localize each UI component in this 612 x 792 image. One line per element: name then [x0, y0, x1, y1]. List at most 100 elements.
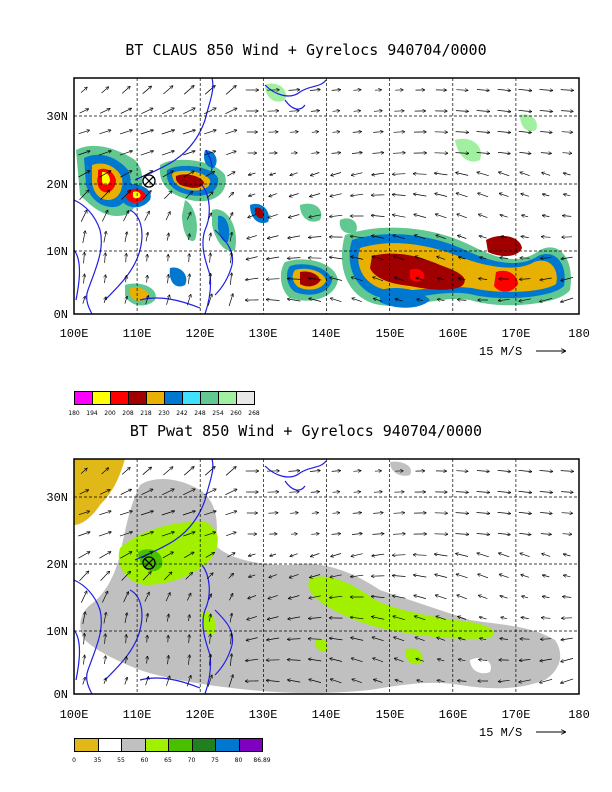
wind-vector [145, 296, 149, 305]
wind-vector [393, 215, 406, 218]
wind-vector [351, 638, 364, 641]
wind-vector [543, 194, 550, 196]
colorbar-label: 194 [86, 410, 98, 417]
wind-vector [331, 153, 341, 154]
wind-vector [225, 130, 237, 135]
wind-vector [373, 658, 384, 663]
lon-label: 100E [60, 327, 89, 341]
wind-vector [268, 235, 279, 239]
lat-label: 30N [46, 491, 68, 505]
wind-vector [119, 130, 132, 135]
wind-vector [392, 153, 405, 154]
wind-vector [105, 253, 106, 263]
wind-vector [98, 532, 111, 537]
panel2-frame [73, 458, 580, 695]
wind-vector [99, 171, 110, 178]
wind-vector [561, 492, 573, 493]
wind-vector [228, 193, 234, 198]
wind-vector [105, 634, 106, 644]
wind-vector [560, 90, 574, 91]
wind-vector [268, 616, 279, 620]
wind-vector [436, 214, 447, 219]
wind-vector [82, 678, 85, 685]
panel2-reference-vector: 15 M/S [479, 726, 565, 740]
wind-vector [331, 471, 341, 472]
wind-vector [204, 108, 216, 115]
wind-vector [209, 614, 210, 622]
wind-vector [351, 153, 362, 154]
wind-vector [78, 552, 89, 559]
wind-vector [103, 232, 106, 243]
wind-vector [249, 173, 256, 175]
wind-vector [351, 236, 364, 237]
pwat-60-region [314, 638, 329, 652]
wind-vector [351, 194, 364, 196]
wind-vector [500, 596, 508, 599]
wind-vector [141, 489, 152, 496]
wind-vector [459, 257, 466, 259]
wind-vector [497, 89, 511, 90]
wind-vector [539, 471, 553, 472]
wind-vector [415, 235, 426, 240]
wind-vector [330, 574, 342, 577]
wind-vector [497, 110, 511, 111]
wind-vector [99, 511, 110, 516]
wind-vector [395, 680, 403, 683]
wind-vector [309, 90, 320, 91]
wind-vector [267, 300, 280, 301]
wind-vector [183, 86, 194, 95]
wind-vector [352, 513, 361, 514]
wind-vector [99, 130, 110, 135]
lon-label: 120E [186, 708, 215, 722]
wind-vector [456, 554, 469, 557]
wind-vector [518, 110, 532, 111]
wind-vector [249, 194, 256, 196]
colorbar-swatch [215, 738, 240, 752]
wind-vector [542, 237, 551, 238]
wind-vector [185, 573, 193, 580]
wind-vector [290, 553, 298, 557]
wind-vector [165, 593, 170, 602]
wind-vector [146, 233, 148, 242]
lon-label: 140E [312, 327, 341, 341]
wind-vector [353, 492, 361, 493]
wind-vector [520, 553, 530, 558]
lon-label: 130E [249, 327, 278, 341]
wind-vector [146, 614, 148, 623]
panel1-title: BT CLAUS 850 Wind + Gyrelocs 940704/0000 [125, 41, 487, 59]
ref-vector-label: 15 M/S [479, 726, 522, 740]
wind-vector [372, 153, 384, 154]
wind-vector [373, 492, 382, 493]
wind-vector [311, 132, 318, 133]
wind-vector [330, 257, 343, 260]
wind-vector [309, 214, 321, 217]
cloud-cluster-west-pacific [280, 203, 571, 308]
wind-vector [479, 214, 488, 218]
wind-vector [140, 532, 153, 537]
wind-vector [142, 86, 152, 94]
wind-vector [186, 213, 190, 220]
panel1-gridlines [74, 78, 579, 314]
wind-vector [477, 553, 489, 558]
wind-vector [289, 595, 300, 599]
wind-vector [541, 639, 552, 640]
wind-vector [561, 658, 574, 661]
ref-vector-label: 15 M/S [479, 345, 522, 359]
wind-vector [437, 257, 446, 260]
wind-vector [331, 534, 341, 535]
wind-vector [100, 571, 110, 581]
wind-vector [393, 555, 406, 556]
wind-vector [497, 152, 510, 153]
wind-vector [228, 574, 234, 579]
wind-vector [414, 555, 427, 556]
panel1-shading [76, 83, 571, 308]
panel2-wind-vectors [78, 467, 574, 688]
wind-vector [166, 676, 169, 686]
wind-vector [497, 131, 511, 132]
wind-vector [438, 299, 445, 300]
wind-vector [438, 278, 445, 280]
wind-vector [288, 235, 301, 238]
wind-vector [393, 596, 406, 599]
wind-vector [455, 534, 469, 535]
wind-vector [288, 299, 301, 302]
